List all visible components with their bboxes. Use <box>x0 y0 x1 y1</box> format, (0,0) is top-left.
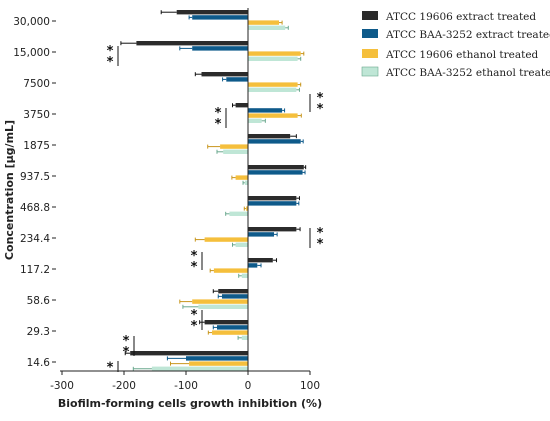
legend-label: ATCC 19606 extract treated <box>385 11 536 23</box>
y-tick-label: 14.6 <box>27 357 51 369</box>
bar <box>189 361 248 366</box>
significance-star: * <box>191 249 198 264</box>
bar <box>204 237 248 242</box>
significance-star: * <box>191 308 198 323</box>
significance-star: * <box>191 260 198 275</box>
bar <box>248 134 291 139</box>
bar <box>136 41 248 46</box>
significance-star: * <box>317 91 324 106</box>
y-tick-label: 468.8 <box>20 202 50 214</box>
legend-swatch <box>362 29 378 38</box>
x-axis-title: Biofilm-forming cells growth inhibition … <box>58 397 322 410</box>
significance-star: * <box>191 319 198 334</box>
legend-label: ATCC 19606 ethanol treated <box>385 49 539 61</box>
y-tick-label: 58.6 <box>27 295 51 307</box>
bar <box>248 232 275 237</box>
bar <box>192 46 248 51</box>
bar <box>201 72 248 77</box>
x-tick-label: 0 <box>245 380 252 392</box>
significance-star: * <box>107 55 114 70</box>
bar <box>248 165 304 170</box>
ticks-layer: -300 -200 -100 0 100 30,000 15,000 7500 3750 1875… <box>13 16 320 392</box>
bar <box>226 77 248 82</box>
bar <box>248 258 273 263</box>
bar <box>223 149 248 154</box>
bar <box>130 351 248 356</box>
significance-star: * <box>123 334 130 349</box>
bar <box>151 366 248 371</box>
bar <box>248 56 298 61</box>
legend-swatch <box>362 11 378 20</box>
y-tick-label: 7500 <box>23 78 50 90</box>
bar <box>248 227 297 232</box>
y-tick-label: 1875 <box>23 140 50 152</box>
bar <box>221 294 248 299</box>
bar <box>241 335 248 340</box>
bar <box>198 304 248 309</box>
significance-star: * <box>123 345 130 360</box>
bar <box>248 201 297 206</box>
significance-star: * <box>215 117 222 132</box>
legend: ATCC 19606 extract treated ATCC BAA-3252 … <box>361 11 550 79</box>
x-tick-label: 100 <box>300 380 320 392</box>
significance-star: * <box>215 106 222 121</box>
y-tick-label: 30,000 <box>13 16 50 28</box>
bars-layer <box>120 10 307 371</box>
bar <box>248 196 297 201</box>
axes-layer <box>60 8 310 372</box>
y-tick-label: 117.2 <box>20 264 50 276</box>
bar <box>186 356 248 361</box>
y-tick-label: 29.3 <box>27 326 50 338</box>
y-tick-label: 937.5 <box>20 171 50 183</box>
bar <box>217 325 248 330</box>
bar <box>248 113 298 118</box>
legend-label: ATCC BAA-3252 extract treated <box>385 29 550 41</box>
bar <box>248 118 262 123</box>
bar <box>248 170 303 175</box>
bar <box>218 289 248 294</box>
legend-swatch <box>362 49 378 58</box>
x-tick-label: -100 <box>174 380 198 392</box>
bar <box>235 103 248 108</box>
bar <box>235 242 248 247</box>
bar <box>235 175 248 180</box>
bar <box>248 25 286 30</box>
bar <box>248 82 298 87</box>
bar <box>246 206 248 211</box>
bar <box>204 320 248 325</box>
bar <box>176 10 248 15</box>
bar <box>212 330 248 335</box>
x-tick-label: -300 <box>50 380 74 392</box>
legend-label: ATCC BAA-3252 ethanol treated <box>385 67 550 79</box>
bar <box>248 20 279 25</box>
bar <box>244 180 248 185</box>
bar <box>248 263 258 268</box>
significance-star: * <box>317 102 324 117</box>
bar <box>241 273 248 278</box>
significance-star: * <box>107 44 114 59</box>
y-axis-title: Concentration [µg/mL] <box>3 120 16 260</box>
bar <box>248 139 301 144</box>
x-tick-label: -200 <box>112 380 136 392</box>
y-tick-label: 3750 <box>23 109 50 121</box>
significance-layer: *************** <box>107 44 324 376</box>
bar <box>248 108 283 113</box>
bar <box>229 211 248 216</box>
bar <box>248 51 301 56</box>
bar <box>220 144 248 149</box>
bar <box>192 299 248 304</box>
y-tick-label: 15,000 <box>13 47 50 59</box>
significance-star: * <box>317 226 324 241</box>
bar <box>192 15 248 20</box>
significance-star: * <box>107 361 114 376</box>
bar <box>248 87 297 92</box>
bar <box>213 268 248 273</box>
y-tick-label: 234.4 <box>20 233 50 245</box>
significance-star: * <box>317 237 324 252</box>
legend-swatch <box>361 66 379 77</box>
